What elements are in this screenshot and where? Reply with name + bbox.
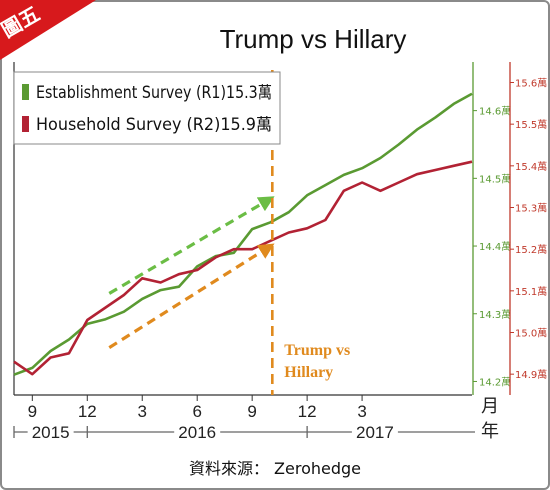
badge-corner <box>0 0 96 60</box>
r2-tick-label: 15.5萬 <box>515 118 547 131</box>
r2-tick-label: 15.4萬 <box>515 160 547 173</box>
x-tick-label: 6 <box>192 402 201 421</box>
year-label: 2015 <box>32 423 70 442</box>
legend-entry: Establishment Survey (R1)15.3萬 <box>36 83 272 102</box>
x-tick-label: 12 <box>78 402 97 421</box>
election-label-line1: Trump vs <box>284 342 350 359</box>
chart-title: Trump vs Hillary <box>220 24 407 54</box>
x-tick-label: 3 <box>138 402 147 421</box>
year-label: 2016 <box>178 423 216 442</box>
x-tick-label: 3 <box>357 402 366 421</box>
legend-swatch <box>22 84 29 100</box>
election-label-line2: Hillary <box>284 364 333 381</box>
r2-tick-label: 15.6萬 <box>515 77 547 90</box>
r2-tick-label: 15.2萬 <box>515 243 547 256</box>
x-tick-label: 9 <box>247 402 256 421</box>
x-unit-month: 月 <box>481 396 499 417</box>
x-tick-label: 12 <box>298 402 317 421</box>
legend-box <box>13 71 281 145</box>
r1-tick-label: 14.4萬 <box>479 240 511 253</box>
series-line-establishment <box>13 92 473 376</box>
year-label: 2017 <box>356 423 394 442</box>
orange-trend-arrow <box>108 243 275 349</box>
r2-tick-label: 14.9萬 <box>515 368 547 381</box>
r1-tick-label: 14.5萬 <box>479 172 511 185</box>
year-label-bg <box>351 422 398 442</box>
year-label-bg <box>174 422 221 442</box>
legend-swatch <box>22 116 29 132</box>
legend-entry: Household Survey (R2)15.9萬 <box>36 115 272 134</box>
source-caption: 資料來源： Zerohedge <box>189 459 361 478</box>
r2-tick-label: 15.1萬 <box>515 285 547 298</box>
r1-tick-label: 14.2萬 <box>479 375 511 388</box>
r1-tick-label: 14.3萬 <box>479 308 511 321</box>
x-unit-year: 年 <box>481 421 499 442</box>
r2-tick-label: 15.3萬 <box>515 202 547 215</box>
year-label-bg <box>27 422 74 442</box>
r2-tick-label: 15.0萬 <box>515 327 547 340</box>
series-line-household <box>13 160 473 376</box>
x-tick-label: 9 <box>28 402 37 421</box>
r1-tick-label: 14.6萬 <box>479 105 511 118</box>
green-trend-arrow <box>108 196 275 295</box>
